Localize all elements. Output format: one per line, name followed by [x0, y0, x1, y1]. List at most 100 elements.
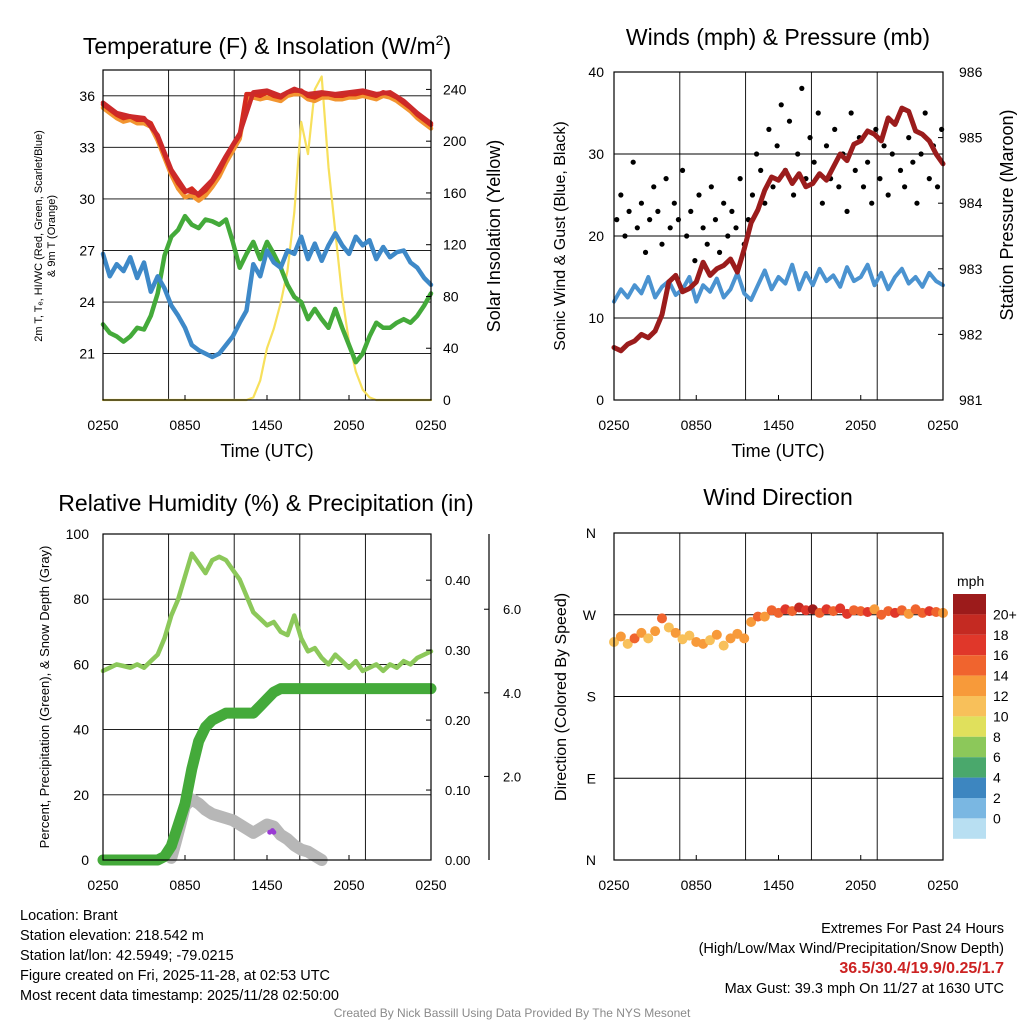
direction-point: [629, 633, 640, 644]
snow-tick-label: 4.0: [503, 686, 521, 701]
y-tick-label: 0: [81, 852, 89, 868]
series-2m-t: [100, 88, 434, 198]
direction-point: [718, 640, 729, 651]
direction-point: [711, 629, 722, 640]
extremes-info: Extremes For Past 24 Hours (High/Low/Max…: [699, 919, 1004, 999]
legend-swatch: [953, 798, 986, 819]
legend-label: 16: [993, 647, 1009, 663]
gust-point: [869, 200, 875, 206]
winds-ticks: 0 10 20 30 40 981 982 983 984 985 986 0250 0850 1450 2…: [588, 64, 982, 433]
gust-point: [918, 151, 924, 157]
gust-point: [770, 184, 776, 190]
y-tick-label: 40: [73, 722, 89, 738]
y-tick-label: 24: [79, 294, 95, 310]
gust-point: [622, 233, 628, 239]
gust-point: [667, 225, 673, 231]
speed-legend: mph 20+ 18 16 14 12 10 8 6 4 2 0: [953, 573, 1017, 839]
gust-point: [774, 143, 780, 149]
gust-point: [696, 192, 702, 198]
y-tick-label: 33: [79, 139, 95, 155]
gust-point: [638, 200, 645, 206]
x-tick-label: 0850: [169, 417, 200, 433]
gust-point: [844, 208, 850, 214]
x-tick-label: 1450: [763, 417, 794, 433]
legend-swatch: [953, 614, 986, 635]
x-tick-label: 2050: [333, 877, 364, 893]
series-hi-wc: [100, 86, 434, 197]
gust-point: [729, 208, 735, 214]
direction-point: [835, 603, 846, 614]
y-right-tick-label: 0: [443, 392, 451, 408]
gust-point: [647, 217, 653, 223]
series-snow-depth: [165, 793, 328, 866]
humidity-ticks: 0 20 40 60 80 100 0.00 0.10 0.20 0.30 0.40 2.0 4.0 6.…: [66, 526, 521, 893]
direction-point: [615, 631, 626, 642]
direction-series: [609, 602, 948, 651]
gust-point: [671, 200, 677, 206]
gust-point: [614, 217, 620, 223]
direction-point: [869, 604, 880, 615]
legend-swatch: [953, 675, 986, 696]
gust-point: [708, 184, 714, 190]
temperature-ylabel-right: Solar Insolation (Yellow): [484, 140, 504, 332]
gust-point: [914, 200, 920, 206]
winds-title: Winds (mph) & Pressure (mb): [626, 24, 930, 50]
direction-point: [643, 633, 654, 644]
y-tick-label: W: [583, 607, 597, 623]
temperature-series: [100, 75, 434, 402]
winds-panel: Winds (mph) & Pressure (mb) 0 10 20 30 40 981…: [552, 24, 1017, 461]
gust-point: [877, 176, 883, 182]
y-tick-label: N: [586, 852, 596, 868]
y-right-tick-label: 240: [443, 81, 467, 97]
x-tick-label: 1450: [763, 877, 794, 893]
extremes-title: Extremes For Past 24 Hours: [821, 921, 1004, 937]
gust-point: [934, 184, 941, 190]
winds-xlabel: Time (UTC): [731, 441, 824, 461]
gust-point: [655, 208, 661, 214]
x-tick-label: 0250: [87, 877, 118, 893]
y-tick-label: E: [587, 770, 596, 786]
series-relative-humidity: [100, 551, 434, 674]
legend-swatch: [953, 818, 986, 839]
series-station-pressure: [611, 105, 946, 354]
gust-point: [630, 159, 636, 165]
y-right-tick-label: 0.20: [445, 713, 470, 728]
x-tick-label: 0250: [598, 417, 629, 433]
gust-point: [832, 126, 838, 132]
gust-point: [725, 233, 731, 239]
y-right-tick-label: 981: [959, 392, 983, 408]
legend-label: 4: [993, 770, 1001, 786]
series-td: [100, 213, 434, 365]
gust-point: [823, 143, 830, 149]
legend-swatch: [953, 736, 986, 758]
gust-point: [753, 151, 760, 157]
x-tick-label: 0250: [927, 417, 958, 433]
y-tick-label: 10: [588, 310, 604, 326]
legend-label: 14: [993, 668, 1009, 684]
direction-point: [752, 611, 763, 622]
x-tick-label: 1450: [251, 417, 282, 433]
y-tick-label: 36: [79, 88, 95, 104]
gust-point: [790, 192, 797, 198]
winds-ylabel: Sonic Wind & Gust (Blue, Black): [552, 121, 569, 350]
snow-tick-label: 6.0: [503, 602, 521, 617]
winds-series: [611, 85, 946, 354]
y-right-tick-label: 982: [959, 326, 983, 342]
gust-point: [778, 102, 784, 108]
gust-point: [922, 110, 928, 116]
humidity-panel: Relative Humidity (%) & Precipitation (i…: [37, 490, 521, 893]
y-tick-label: 30: [588, 146, 604, 162]
direction-point: [650, 626, 661, 637]
gust-point: [716, 249, 723, 255]
y-tick-label: 30: [79, 191, 95, 207]
gust-point: [733, 225, 739, 231]
humidity-title: Relative Humidity (%) & Precipitation (i…: [58, 490, 473, 516]
location-text: Location: Brant: [20, 908, 118, 924]
gust-point: [663, 176, 669, 182]
gust-point: [786, 118, 793, 124]
gust-point: [885, 192, 891, 198]
x-tick-label: 2050: [845, 877, 876, 893]
elevation-text: Station elevation: 218.542 m: [20, 928, 204, 944]
